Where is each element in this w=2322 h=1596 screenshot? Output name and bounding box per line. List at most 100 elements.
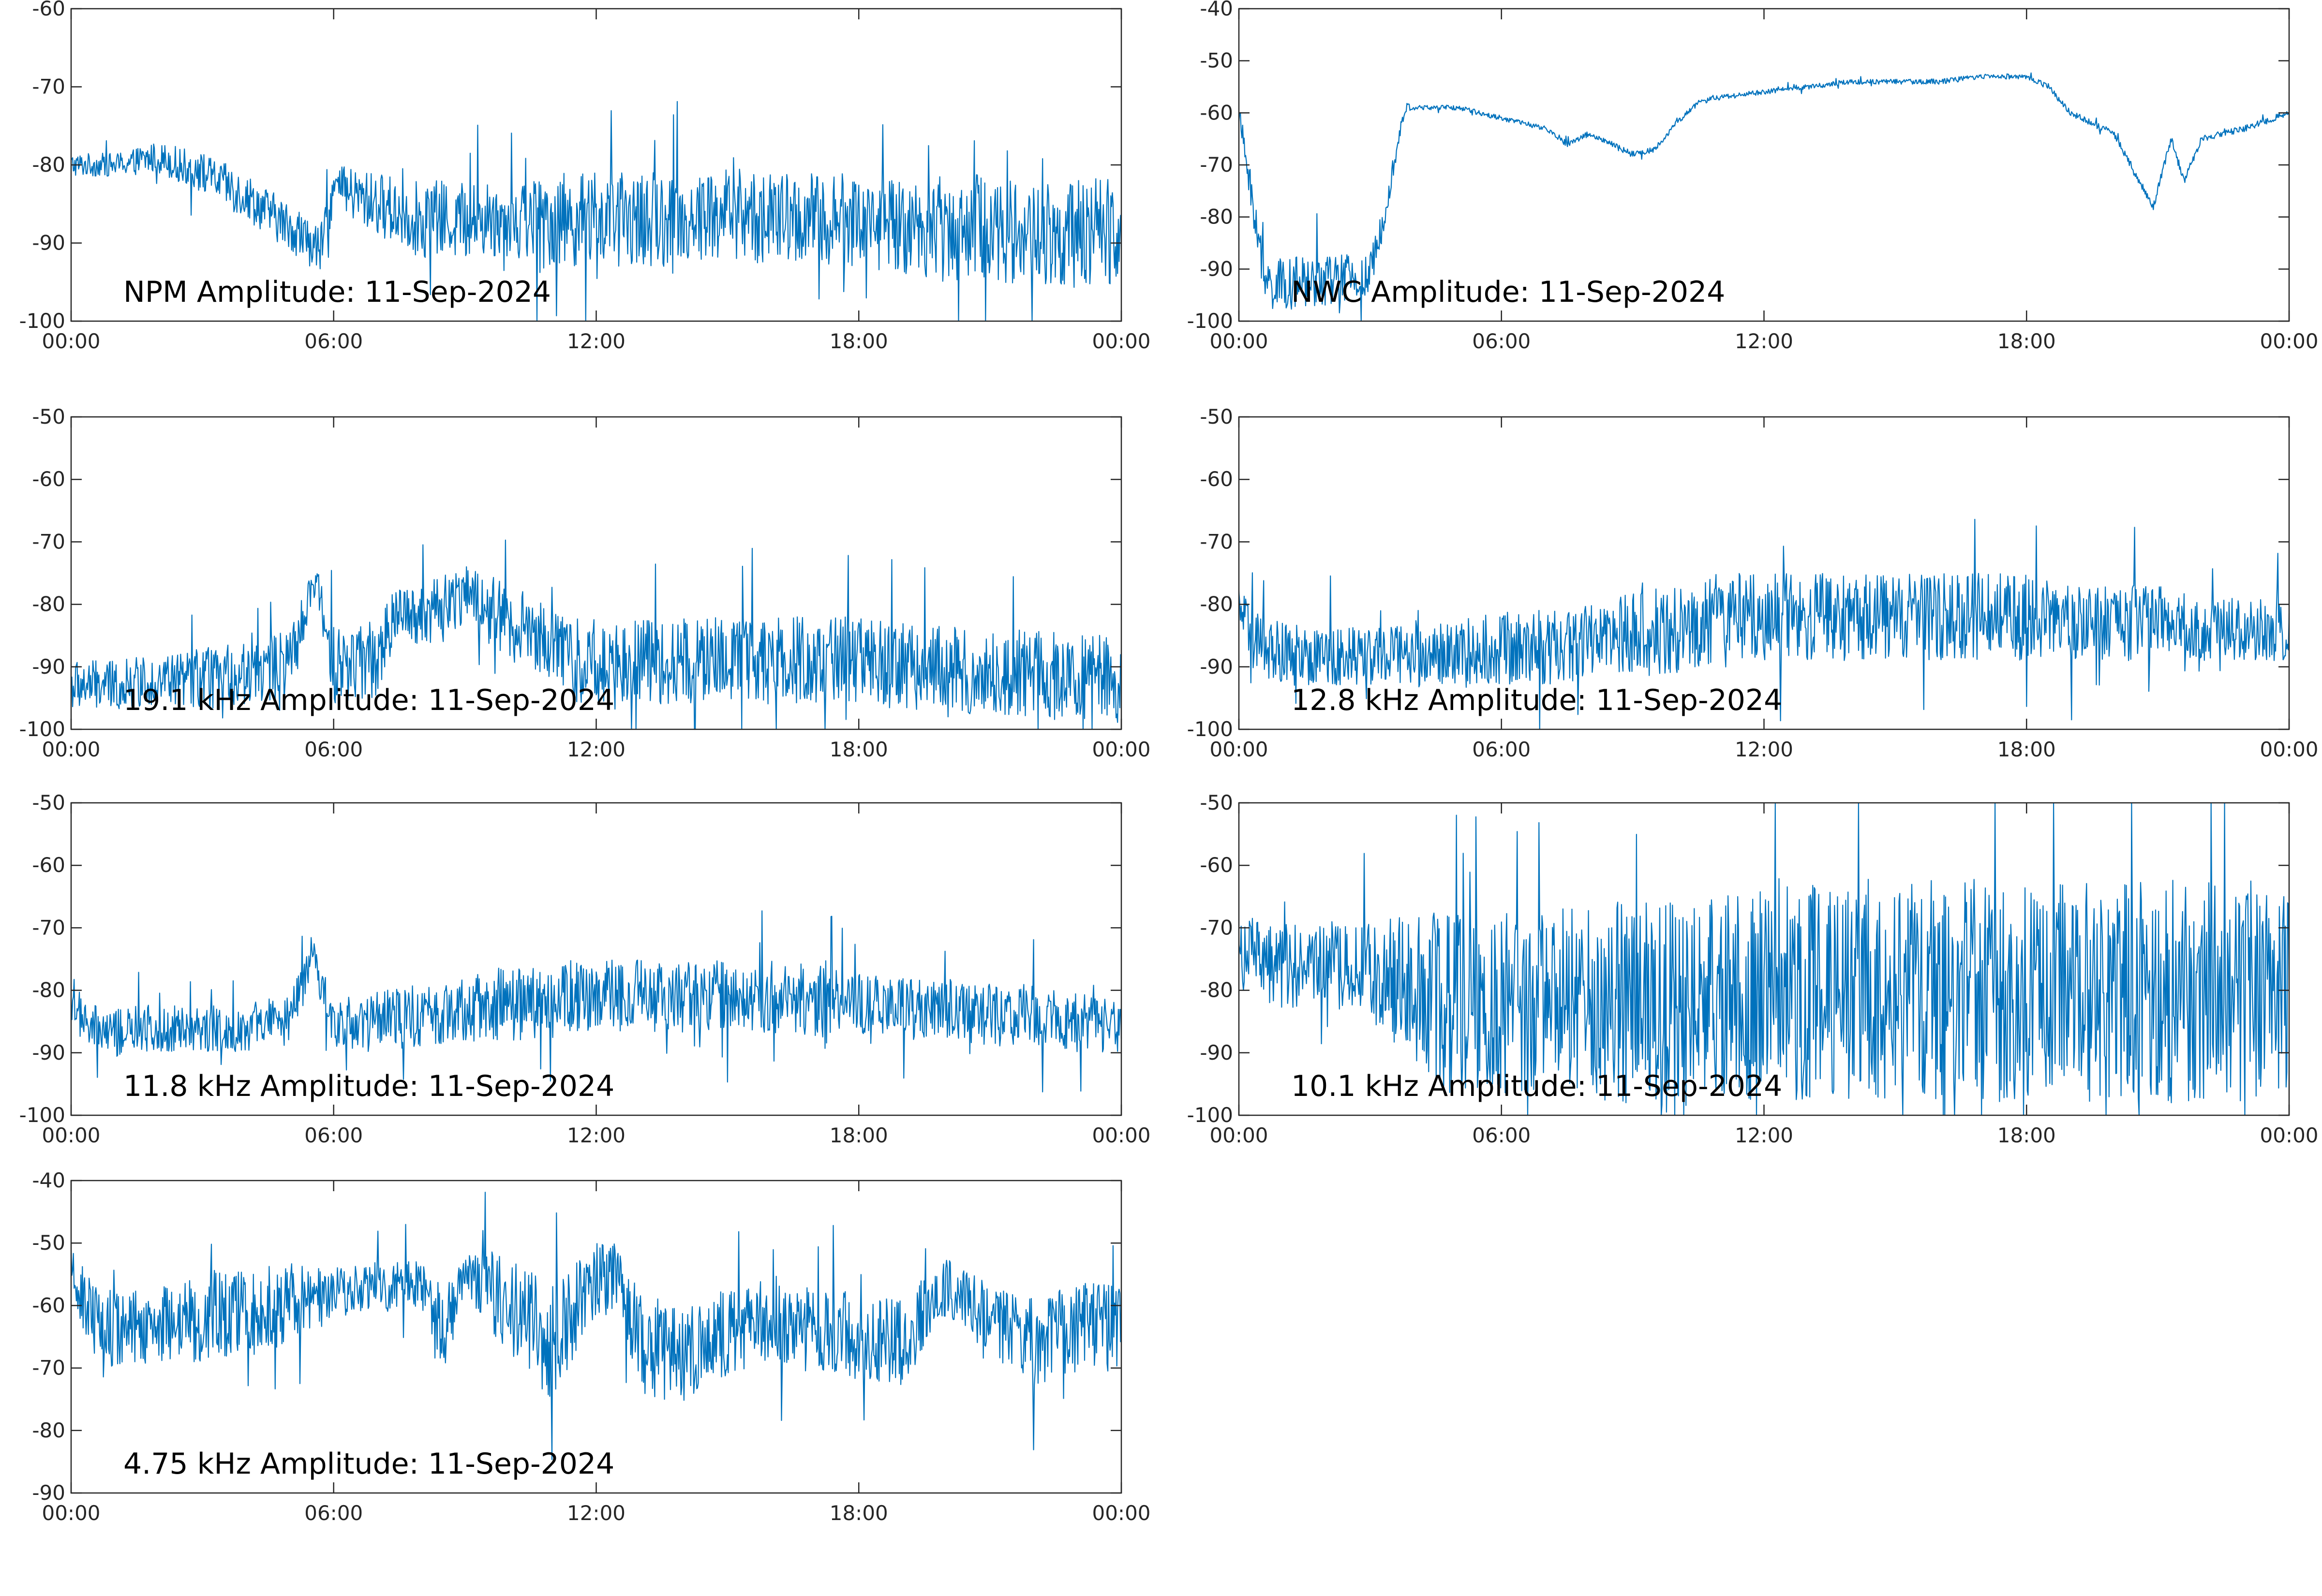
panel-title: NWC Amplitude: 11-Sep-2024 (1291, 275, 1725, 309)
y-tick-label: -80 (32, 153, 65, 177)
plot-frame (70, 8, 1122, 322)
panel-title: 10.1 kHz Amplitude: 11-Sep-2024 (1291, 1069, 1782, 1103)
x-tick-label: 00:00 (1092, 1501, 1150, 1525)
series-trace (70, 1192, 1122, 1460)
x-tick-label: 06:00 (1472, 329, 1531, 353)
x-tick-label: 12:00 (567, 738, 625, 761)
series-trace (1238, 802, 2290, 1116)
x-tick-label: 00:00 (42, 738, 100, 761)
y-tick-label: -100 (1187, 717, 1233, 741)
x-tick-label: 00:00 (2260, 1123, 2318, 1147)
x-tick-label: 12:00 (567, 329, 625, 353)
y-tick-label: -100 (19, 1103, 65, 1127)
panel-title: 4.75 kHz Amplitude: 11-Sep-2024 (123, 1447, 614, 1481)
y-tick-label: -60 (32, 467, 65, 491)
x-tick-label: 00:00 (1092, 329, 1150, 353)
x-tick-label: 12:00 (1735, 329, 1793, 353)
y-tick-label: -90 (1200, 1041, 1233, 1064)
plot-frame (1238, 416, 2290, 730)
x-tick-label: 06:00 (304, 329, 363, 353)
x-tick-label: 00:00 (42, 329, 100, 353)
plot-frame (70, 802, 1122, 1116)
x-tick-label: 18:00 (830, 1501, 888, 1525)
x-tick-label: 18:00 (1997, 329, 2056, 353)
x-tick-label: 18:00 (830, 329, 888, 353)
y-tick-label: -70 (32, 530, 65, 553)
series-trace (1238, 518, 2290, 730)
y-tick-label: -80 (32, 592, 65, 616)
x-tick-label: 00:00 (1209, 329, 1268, 353)
x-tick-label: 06:00 (1472, 738, 1531, 761)
y-tick-label: -60 (1200, 853, 1233, 877)
y-tick-label: -70 (1200, 153, 1233, 177)
y-tick-label: -80 (32, 1419, 65, 1442)
y-tick-label: -80 (1200, 205, 1233, 229)
x-tick-label: 00:00 (2260, 738, 2318, 761)
x-tick-label: 06:00 (1472, 1123, 1531, 1147)
y-tick-label: -80 (1200, 978, 1233, 1002)
x-tick-label: 06:00 (304, 1501, 363, 1525)
y-tick-label: -80 (32, 978, 65, 1002)
x-tick-label: 18:00 (830, 1123, 888, 1147)
x-tick-label: 00:00 (1209, 1123, 1268, 1147)
y-tick-label: -40 (32, 1168, 65, 1192)
y-tick-label: -60 (32, 1293, 65, 1317)
y-tick-label: -60 (1200, 467, 1233, 491)
series-trace (70, 910, 1122, 1093)
panel-title: 12.8 kHz Amplitude: 11-Sep-2024 (1291, 683, 1782, 717)
panel-title: 11.8 kHz Amplitude: 11-Sep-2024 (123, 1069, 614, 1103)
y-tick-label: -90 (32, 655, 65, 679)
y-tick-label: -100 (1187, 309, 1233, 333)
x-tick-label: 00:00 (1092, 1123, 1150, 1147)
y-tick-label: -100 (19, 309, 65, 333)
series-trace (1238, 72, 2290, 322)
series-trace (70, 539, 1122, 730)
x-tick-label: 18:00 (1997, 1123, 2056, 1147)
x-tick-label: 00:00 (42, 1501, 100, 1525)
y-tick-label: -70 (32, 1356, 65, 1380)
y-tick-label: -40 (1200, 0, 1233, 20)
x-tick-label: 00:00 (1092, 738, 1150, 761)
y-tick-label: -100 (19, 717, 65, 741)
y-tick-label: -50 (32, 791, 65, 814)
x-tick-label: 06:00 (304, 1123, 363, 1147)
x-tick-label: 00:00 (42, 1123, 100, 1147)
x-tick-label: 12:00 (567, 1123, 625, 1147)
x-tick-label: 12:00 (1735, 738, 1793, 761)
x-tick-label: 12:00 (1735, 1123, 1793, 1147)
y-tick-label: -90 (32, 1481, 65, 1505)
x-tick-label: 18:00 (1997, 738, 2056, 761)
y-tick-label: -70 (1200, 530, 1233, 553)
y-tick-label: -50 (1200, 49, 1233, 73)
y-tick-label: -60 (1200, 101, 1233, 124)
y-tick-label: -70 (1200, 916, 1233, 939)
y-tick-label: -90 (1200, 655, 1233, 679)
y-tick-label: -60 (32, 0, 65, 20)
x-tick-label: 18:00 (830, 738, 888, 761)
y-tick-label: -50 (1200, 405, 1233, 429)
y-tick-label: -90 (32, 1041, 65, 1064)
y-tick-label: -70 (32, 916, 65, 939)
x-tick-label: 00:00 (1209, 738, 1268, 761)
y-tick-label: -80 (1200, 592, 1233, 616)
panel-title: NPM Amplitude: 11-Sep-2024 (123, 275, 551, 309)
x-tick-label: 00:00 (2260, 329, 2318, 353)
y-tick-label: -60 (32, 853, 65, 877)
y-tick-label: -50 (32, 405, 65, 429)
panel-title: 19.1 kHz Amplitude: 11-Sep-2024 (123, 683, 614, 717)
y-tick-label: -50 (32, 1231, 65, 1255)
x-tick-label: 06:00 (304, 738, 363, 761)
x-tick-label: 12:00 (567, 1501, 625, 1525)
y-tick-label: -100 (1187, 1103, 1233, 1127)
series-trace (71, 101, 1122, 322)
y-tick-label: -50 (1200, 791, 1233, 814)
y-tick-label: -90 (32, 231, 65, 255)
